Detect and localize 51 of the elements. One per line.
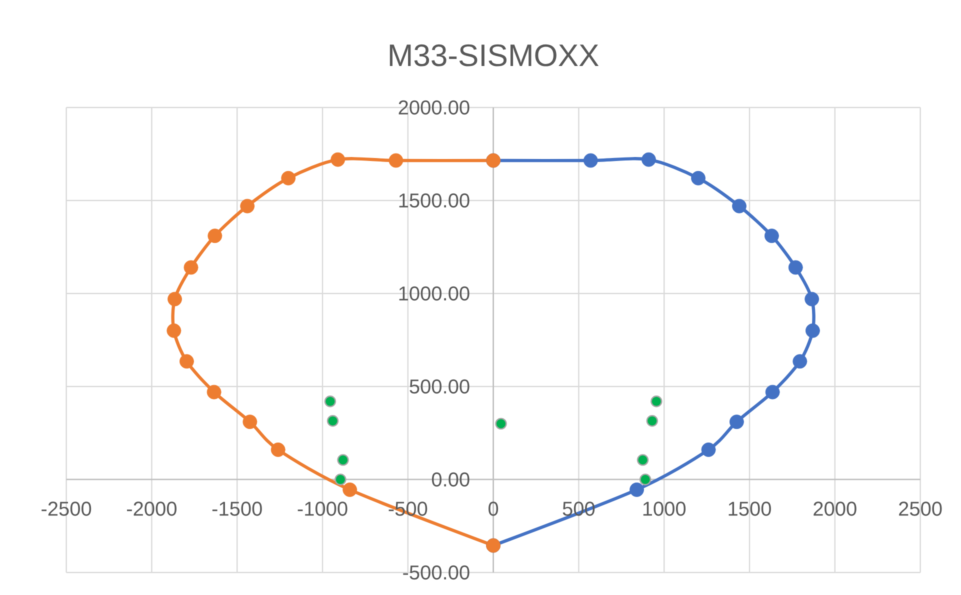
x-tick-label: 2000 [814, 502, 856, 516]
point [792, 354, 808, 369]
point [642, 152, 656, 167]
point [240, 198, 255, 214]
point [168, 292, 182, 306]
point [630, 482, 644, 497]
point [636, 454, 649, 466]
chart-title: M33-SISMOXX [390, 44, 599, 66]
point [388, 153, 404, 168]
point [701, 442, 716, 457]
point [732, 198, 746, 214]
y-tick-label: 1000.00 [399, 286, 470, 301]
point [730, 414, 744, 430]
point [764, 228, 779, 244]
x-tick-label: -1000 [298, 502, 348, 516]
point [765, 384, 780, 400]
point [583, 153, 598, 168]
point [334, 474, 346, 486]
y-tick-label: 1500.00 [399, 193, 470, 208]
x-tick-label: -2000 [127, 502, 176, 516]
point [166, 323, 182, 338]
point [206, 384, 222, 400]
point [324, 396, 336, 408]
y-tick-label: 0.00 [432, 472, 470, 487]
x-tick-label: 2500 [899, 502, 942, 516]
point [342, 482, 358, 497]
y-tick-label: -500.00 [403, 565, 470, 580]
x-tick-label: 1000 [643, 502, 686, 516]
point [337, 454, 349, 466]
point [242, 414, 258, 430]
point [180, 354, 194, 369]
point [788, 260, 803, 275]
point [804, 292, 820, 306]
point [270, 442, 286, 457]
point [495, 418, 507, 430]
x-tick-label: 1500 [728, 502, 771, 516]
x-tick-label: -2500 [42, 502, 92, 516]
point [691, 170, 706, 186]
y-tick-label: 2000.00 [398, 100, 470, 115]
x-tick-label: 0 [488, 502, 498, 516]
y-tick-label: 500.00 [410, 379, 470, 394]
point [330, 152, 346, 167]
point [646, 415, 658, 427]
point [281, 170, 296, 186]
x-tick-label: -1500 [212, 502, 262, 516]
point [806, 323, 820, 338]
point [208, 228, 222, 244]
point [326, 415, 339, 427]
point [650, 396, 662, 408]
point [184, 260, 198, 275]
point [639, 474, 652, 486]
